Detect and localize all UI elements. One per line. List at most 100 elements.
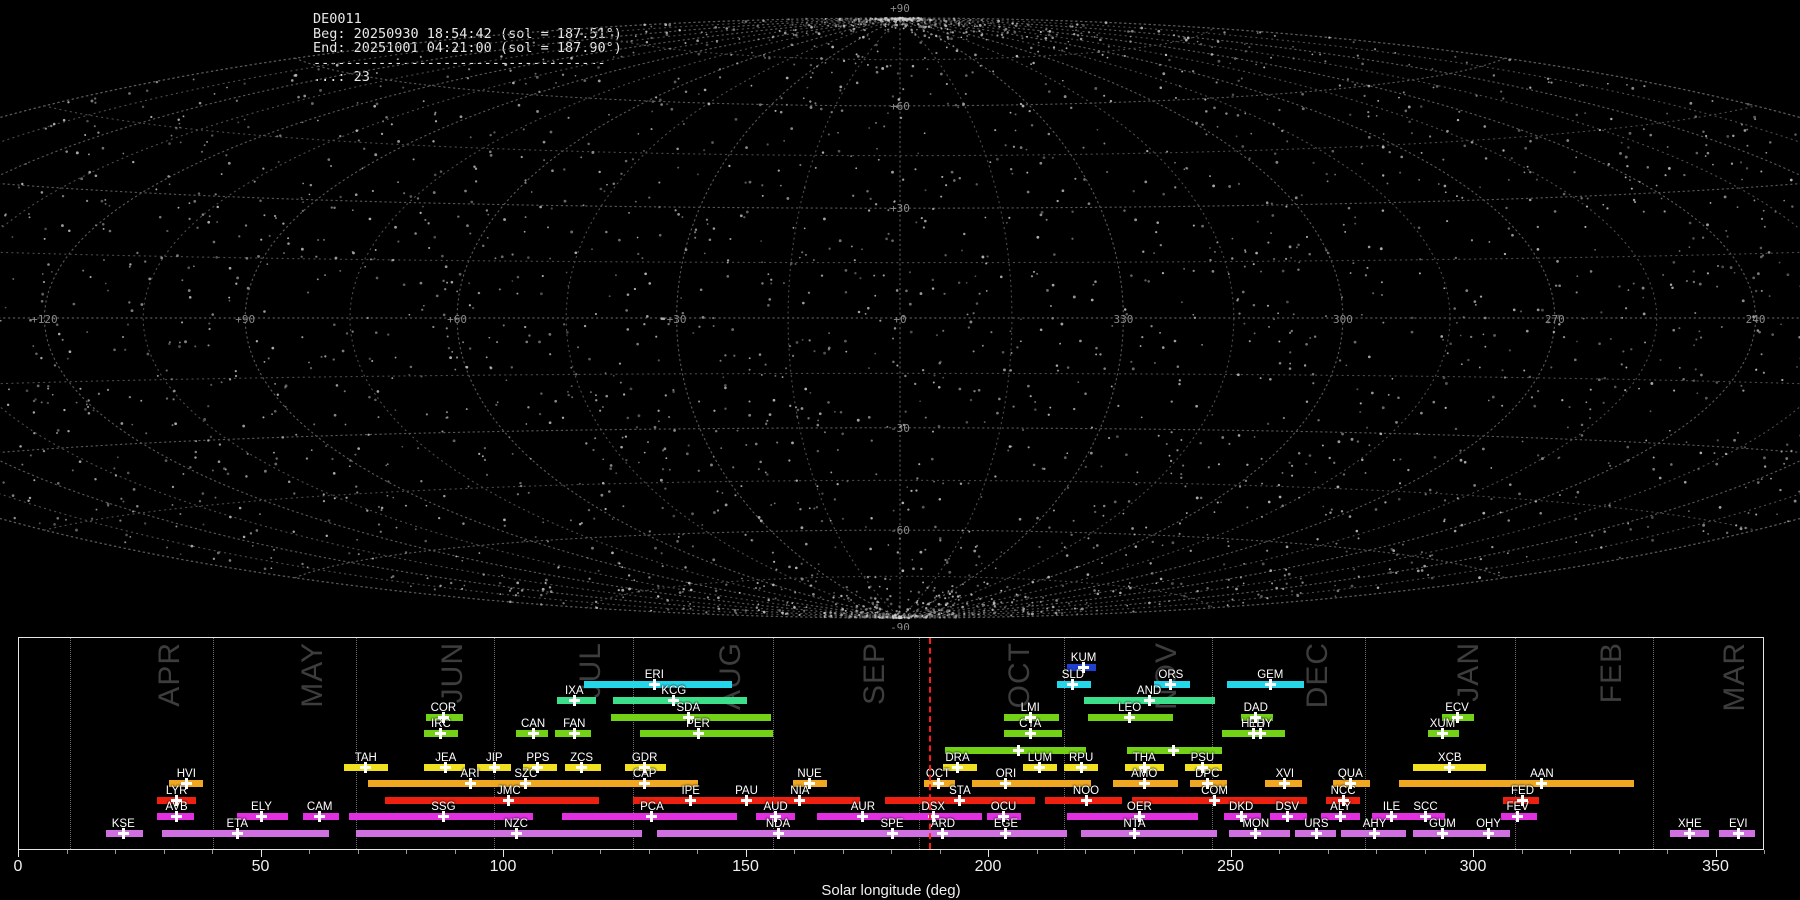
shower-label: PER bbox=[686, 718, 710, 731]
shower-bar[interactable] bbox=[613, 697, 747, 705]
month-separator bbox=[1653, 638, 1655, 849]
shower-bar[interactable] bbox=[639, 730, 774, 738]
month-label: MAY bbox=[295, 642, 329, 708]
shower-peak-marker bbox=[520, 778, 532, 790]
shower-bar[interactable] bbox=[811, 830, 989, 837]
shower-label: CTA bbox=[1019, 718, 1042, 731]
axis-minor-tick bbox=[1133, 850, 1135, 854]
month-label: OCT bbox=[1003, 642, 1037, 709]
shower-label: ARD bbox=[930, 818, 956, 830]
shower-label: SPE bbox=[880, 818, 904, 830]
shower-peak-marker bbox=[804, 778, 816, 790]
shower-bar[interactable] bbox=[356, 830, 643, 837]
month-separator bbox=[632, 638, 634, 849]
shower-label: OHY bbox=[1476, 818, 1502, 830]
shower-peak-marker bbox=[314, 811, 326, 823]
shower-peak-marker bbox=[1369, 828, 1381, 839]
shower-peak-marker bbox=[1420, 811, 1431, 823]
header-divider: ------------------------------------ bbox=[313, 54, 606, 71]
shower-label: NDA bbox=[765, 818, 791, 830]
shower-label: SZC bbox=[514, 768, 538, 781]
shower-peak-marker bbox=[770, 811, 782, 823]
shower-label: FED bbox=[1511, 784, 1534, 797]
shower-label: CAM bbox=[306, 801, 333, 814]
shower-peak-marker bbox=[1451, 711, 1463, 723]
axis-minor-tick bbox=[1570, 850, 1571, 854]
month-separator bbox=[494, 638, 496, 849]
shower-bar[interactable] bbox=[368, 780, 587, 788]
axis-minor-tick bbox=[1327, 850, 1329, 854]
shower-label: URS bbox=[1304, 818, 1329, 830]
shower-bar[interactable] bbox=[656, 830, 871, 837]
shower-label: KCG bbox=[661, 685, 687, 698]
shower-peak-marker bbox=[668, 695, 680, 707]
shower-bar[interactable] bbox=[972, 780, 1091, 788]
shower-peak-marker bbox=[568, 695, 580, 707]
shower-peak-marker bbox=[1264, 678, 1276, 690]
shower-bar[interactable] bbox=[385, 796, 599, 804]
shower-peak-marker bbox=[1201, 778, 1213, 790]
activity-timeline[interactable]: APR MAY JUN JUL AUG SEP OCT NOV DEC JAN FEB MAR KUM E… bbox=[18, 637, 1764, 850]
dec-tick-label: -30 bbox=[890, 422, 910, 435]
shower-bar[interactable] bbox=[911, 813, 982, 821]
axis-minor-tick bbox=[1376, 850, 1377, 854]
shower-peak-marker bbox=[256, 811, 267, 823]
shower-peak-marker bbox=[1337, 794, 1349, 806]
ra-tick-label: +30 bbox=[667, 313, 687, 326]
shower-peak-marker bbox=[954, 794, 966, 806]
axis-tick-label: 0 bbox=[13, 858, 23, 875]
shower-peak-marker bbox=[1080, 794, 1092, 806]
axis-tick-label: 350 bbox=[1702, 858, 1729, 875]
shower-peak-marker bbox=[1235, 811, 1247, 823]
shower-peak-marker bbox=[527, 728, 539, 740]
axis-minor-tick bbox=[600, 850, 601, 854]
shower-label: COR bbox=[430, 701, 457, 714]
axis-minor-tick bbox=[454, 850, 456, 854]
axis-tick-label: 200 bbox=[974, 858, 1002, 875]
shower-peak-marker bbox=[1281, 811, 1293, 823]
month-label: SEP bbox=[857, 642, 891, 706]
shower-bar[interactable] bbox=[1066, 813, 1198, 821]
shower-label: DAD bbox=[1243, 701, 1268, 714]
shower-label: AUR bbox=[850, 801, 876, 814]
shower-peak-marker bbox=[772, 828, 784, 839]
shower-bar[interactable] bbox=[768, 796, 861, 804]
shower-label: RPU bbox=[1069, 751, 1094, 764]
shower-bar[interactable] bbox=[1081, 830, 1217, 837]
shower-label: ORI bbox=[995, 768, 1017, 781]
dec-tick-label: +30 bbox=[890, 202, 910, 215]
shower-label: ETA bbox=[226, 818, 249, 830]
axis-major-tick bbox=[1473, 850, 1474, 857]
ra-tick-label: +120 bbox=[31, 313, 58, 326]
shower-label: ELY bbox=[251, 801, 272, 814]
shower-bar[interactable] bbox=[162, 830, 330, 837]
month-label: FEB bbox=[1595, 642, 1629, 704]
axis-minor-tick bbox=[842, 850, 844, 854]
axis-minor-tick bbox=[648, 850, 650, 854]
ra-tick-label: +90 bbox=[235, 313, 255, 326]
shower-peak-marker bbox=[857, 811, 869, 823]
axis-minor-tick bbox=[1182, 850, 1183, 854]
shower-peak-marker bbox=[1143, 695, 1155, 707]
shower-label: ORS bbox=[1158, 668, 1184, 681]
shower-label: JIP bbox=[485, 751, 503, 764]
shower-label: QUA bbox=[1337, 768, 1363, 781]
shower-label: LEO bbox=[1118, 701, 1142, 714]
shower-bar[interactable] bbox=[579, 780, 698, 788]
axis-minor-tick bbox=[1764, 850, 1765, 854]
timeline-plot-area: APR MAY JUN JUL AUG SEP OCT NOV DEC JAN FEB MAR KUM E… bbox=[19, 638, 1763, 849]
shower-peak-marker bbox=[1344, 778, 1356, 790]
shower-peak-marker bbox=[576, 761, 588, 773]
shower-label: STA bbox=[949, 784, 971, 797]
shower-label: MON bbox=[1242, 818, 1270, 830]
axis-major-tick bbox=[745, 850, 747, 857]
shower-label: KSE bbox=[111, 818, 135, 830]
shower-peak-marker bbox=[1444, 761, 1456, 773]
shower-bar[interactable] bbox=[1398, 780, 1635, 788]
shower-bar[interactable] bbox=[981, 830, 1067, 837]
axis-major-tick bbox=[1230, 850, 1232, 857]
axis-major-tick bbox=[18, 850, 19, 857]
shower-peak-marker bbox=[794, 794, 806, 806]
axis-minor-tick bbox=[163, 850, 165, 854]
